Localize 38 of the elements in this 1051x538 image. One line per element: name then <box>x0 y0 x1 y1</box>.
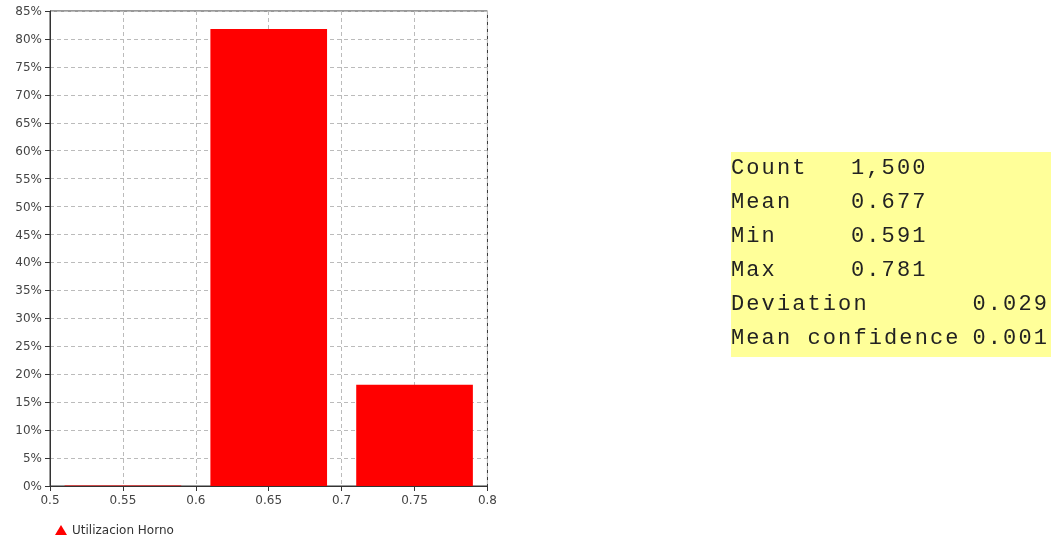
text: Mean <box>731 189 794 217</box>
text: 0.001 <box>972 325 1050 353</box>
y-tick-label: 25% <box>15 339 42 354</box>
text: Deviation <box>731 291 869 319</box>
text: 0.029 <box>972 291 1050 319</box>
y-tick-label: 70% <box>15 87 42 102</box>
y-tick-label: 40% <box>15 255 42 270</box>
text: Min <box>731 223 778 251</box>
x-tick-label: 0.5 <box>40 493 60 507</box>
x-tick-label: 0.7 <box>332 493 352 507</box>
y-tick-label: 60% <box>15 143 42 158</box>
y-tick-label: 80% <box>15 31 42 46</box>
x-tick-label: 0.6 <box>186 493 206 507</box>
y-tick-label: 15% <box>15 395 42 410</box>
y-tick-label: 45% <box>15 227 42 242</box>
text: Mean confidence <box>731 325 961 353</box>
text: 0.677 <box>851 189 928 217</box>
text: Count <box>731 155 809 183</box>
text: Max <box>731 257 778 285</box>
y-tick-label: 5% <box>22 451 42 466</box>
x-tick-label: 0.55 <box>109 493 137 507</box>
y-tick-label: 85% <box>15 4 42 18</box>
text: 1,500 <box>851 155 928 183</box>
y-tick-label: 55% <box>15 171 42 186</box>
x-tick-label: 0.75 <box>401 493 428 507</box>
y-tick-label: 20% <box>15 367 42 382</box>
text: 0.781 <box>851 257 928 285</box>
y-tick-label: 65% <box>15 115 42 130</box>
y-tick-label: 0% <box>22 479 42 493</box>
y-tick-label: 10% <box>15 423 42 438</box>
text: 0.591 <box>851 223 928 251</box>
y-tick-label: 30% <box>15 311 42 326</box>
x-tick-label: 0.8 <box>477 493 497 507</box>
legend-label: Utilizacion Horno <box>72 523 174 537</box>
x-tick-label: 0.65 <box>255 493 283 507</box>
y-tick-label: 50% <box>15 199 42 214</box>
y-tick-label: 35% <box>15 283 42 298</box>
y-tick-label: 75% <box>15 59 42 74</box>
